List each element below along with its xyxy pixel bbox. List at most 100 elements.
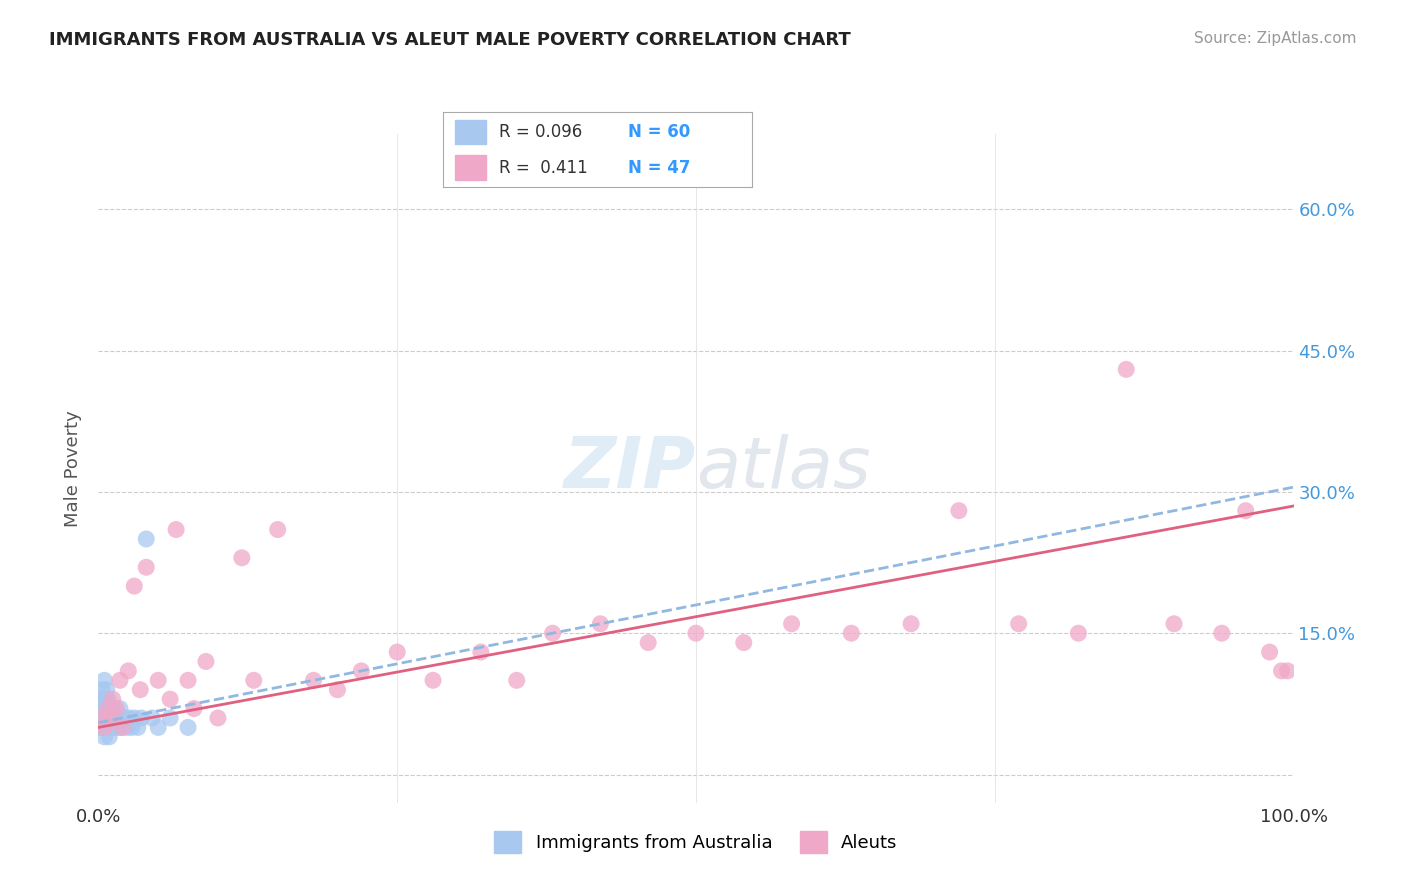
- Point: [91, 711, 114, 725]
- Point: [1163, 616, 1185, 631]
- Point: [104, 711, 127, 725]
- Point: [91, 701, 114, 715]
- Point: [97, 711, 120, 725]
- Point: [124, 711, 146, 725]
- Point: [93, 711, 115, 725]
- Point: [96, 682, 118, 697]
- Point: [91, 692, 114, 706]
- Point: [108, 673, 131, 688]
- Text: ZIP: ZIP: [564, 434, 696, 503]
- Point: [90, 701, 112, 715]
- Point: [326, 682, 349, 697]
- Point: [89, 701, 111, 715]
- Point: [91, 720, 114, 734]
- Point: [1211, 626, 1233, 640]
- Point: [159, 711, 181, 725]
- Point: [115, 720, 138, 734]
- Point: [108, 701, 131, 715]
- Point: [97, 701, 120, 715]
- Point: [91, 692, 114, 706]
- Point: [98, 711, 122, 725]
- Point: [780, 616, 803, 631]
- Point: [91, 711, 114, 725]
- Point: [1234, 504, 1257, 518]
- Point: [1115, 362, 1137, 376]
- Point: [177, 673, 200, 688]
- Point: [267, 523, 290, 537]
- Text: N = 47: N = 47: [628, 159, 690, 177]
- Point: [89, 720, 111, 734]
- Point: [94, 701, 117, 715]
- Point: [93, 673, 115, 688]
- Point: [127, 720, 149, 734]
- Point: [159, 692, 181, 706]
- Point: [121, 720, 143, 734]
- Point: [422, 673, 444, 688]
- Point: [97, 692, 120, 706]
- Point: [135, 532, 157, 546]
- Point: [948, 504, 970, 518]
- Point: [141, 711, 163, 725]
- Point: [98, 711, 122, 725]
- Text: R =  0.411: R = 0.411: [499, 159, 588, 177]
- Point: [97, 701, 120, 715]
- Point: [98, 701, 122, 715]
- Point: [111, 720, 134, 734]
- Point: [101, 701, 124, 715]
- Point: [91, 711, 114, 725]
- Point: [1067, 626, 1090, 640]
- Point: [1007, 616, 1029, 631]
- Point: [98, 730, 121, 744]
- Point: [183, 701, 205, 715]
- Point: [94, 711, 117, 725]
- Point: [129, 682, 152, 697]
- Point: [148, 673, 170, 688]
- Point: [97, 720, 120, 734]
- Point: [900, 616, 922, 631]
- Bar: [456, 120, 486, 145]
- Point: [91, 701, 114, 715]
- Point: [107, 720, 129, 734]
- Y-axis label: Male Poverty: Male Poverty: [65, 410, 83, 526]
- Point: [124, 579, 146, 593]
- Text: IMMIGRANTS FROM AUSTRALIA VS ALEUT MALE POVERTY CORRELATION CHART: IMMIGRANTS FROM AUSTRALIA VS ALEUT MALE …: [49, 31, 851, 49]
- Point: [114, 711, 136, 725]
- Point: [96, 711, 118, 725]
- Point: [165, 523, 187, 537]
- Point: [148, 720, 170, 734]
- Point: [637, 635, 659, 649]
- Point: [733, 635, 755, 649]
- Point: [96, 720, 118, 734]
- Point: [243, 673, 266, 688]
- Point: [194, 655, 218, 669]
- Point: [91, 720, 114, 734]
- Point: [1271, 664, 1294, 678]
- Point: [93, 730, 115, 744]
- Point: [302, 673, 325, 688]
- Point: [177, 720, 200, 734]
- Bar: [456, 155, 486, 179]
- Point: [94, 692, 117, 706]
- Text: atlas: atlas: [696, 434, 870, 503]
- Point: [589, 616, 612, 631]
- Legend: Immigrants from Australia, Aleuts: Immigrants from Australia, Aleuts: [486, 824, 905, 861]
- Point: [101, 692, 124, 706]
- Point: [841, 626, 863, 640]
- Point: [98, 711, 121, 725]
- Point: [1258, 645, 1281, 659]
- Text: N = 60: N = 60: [628, 123, 690, 141]
- Point: [90, 692, 112, 706]
- Text: Source: ZipAtlas.com: Source: ZipAtlas.com: [1194, 31, 1357, 46]
- Point: [93, 701, 115, 715]
- Point: [207, 711, 229, 725]
- Point: [541, 626, 564, 640]
- Point: [470, 645, 492, 659]
- Point: [91, 682, 114, 697]
- Point: [96, 701, 118, 715]
- Point: [100, 711, 122, 725]
- Point: [101, 720, 124, 734]
- Point: [90, 711, 112, 725]
- Point: [231, 550, 253, 565]
- Point: [93, 720, 115, 734]
- Point: [93, 720, 115, 734]
